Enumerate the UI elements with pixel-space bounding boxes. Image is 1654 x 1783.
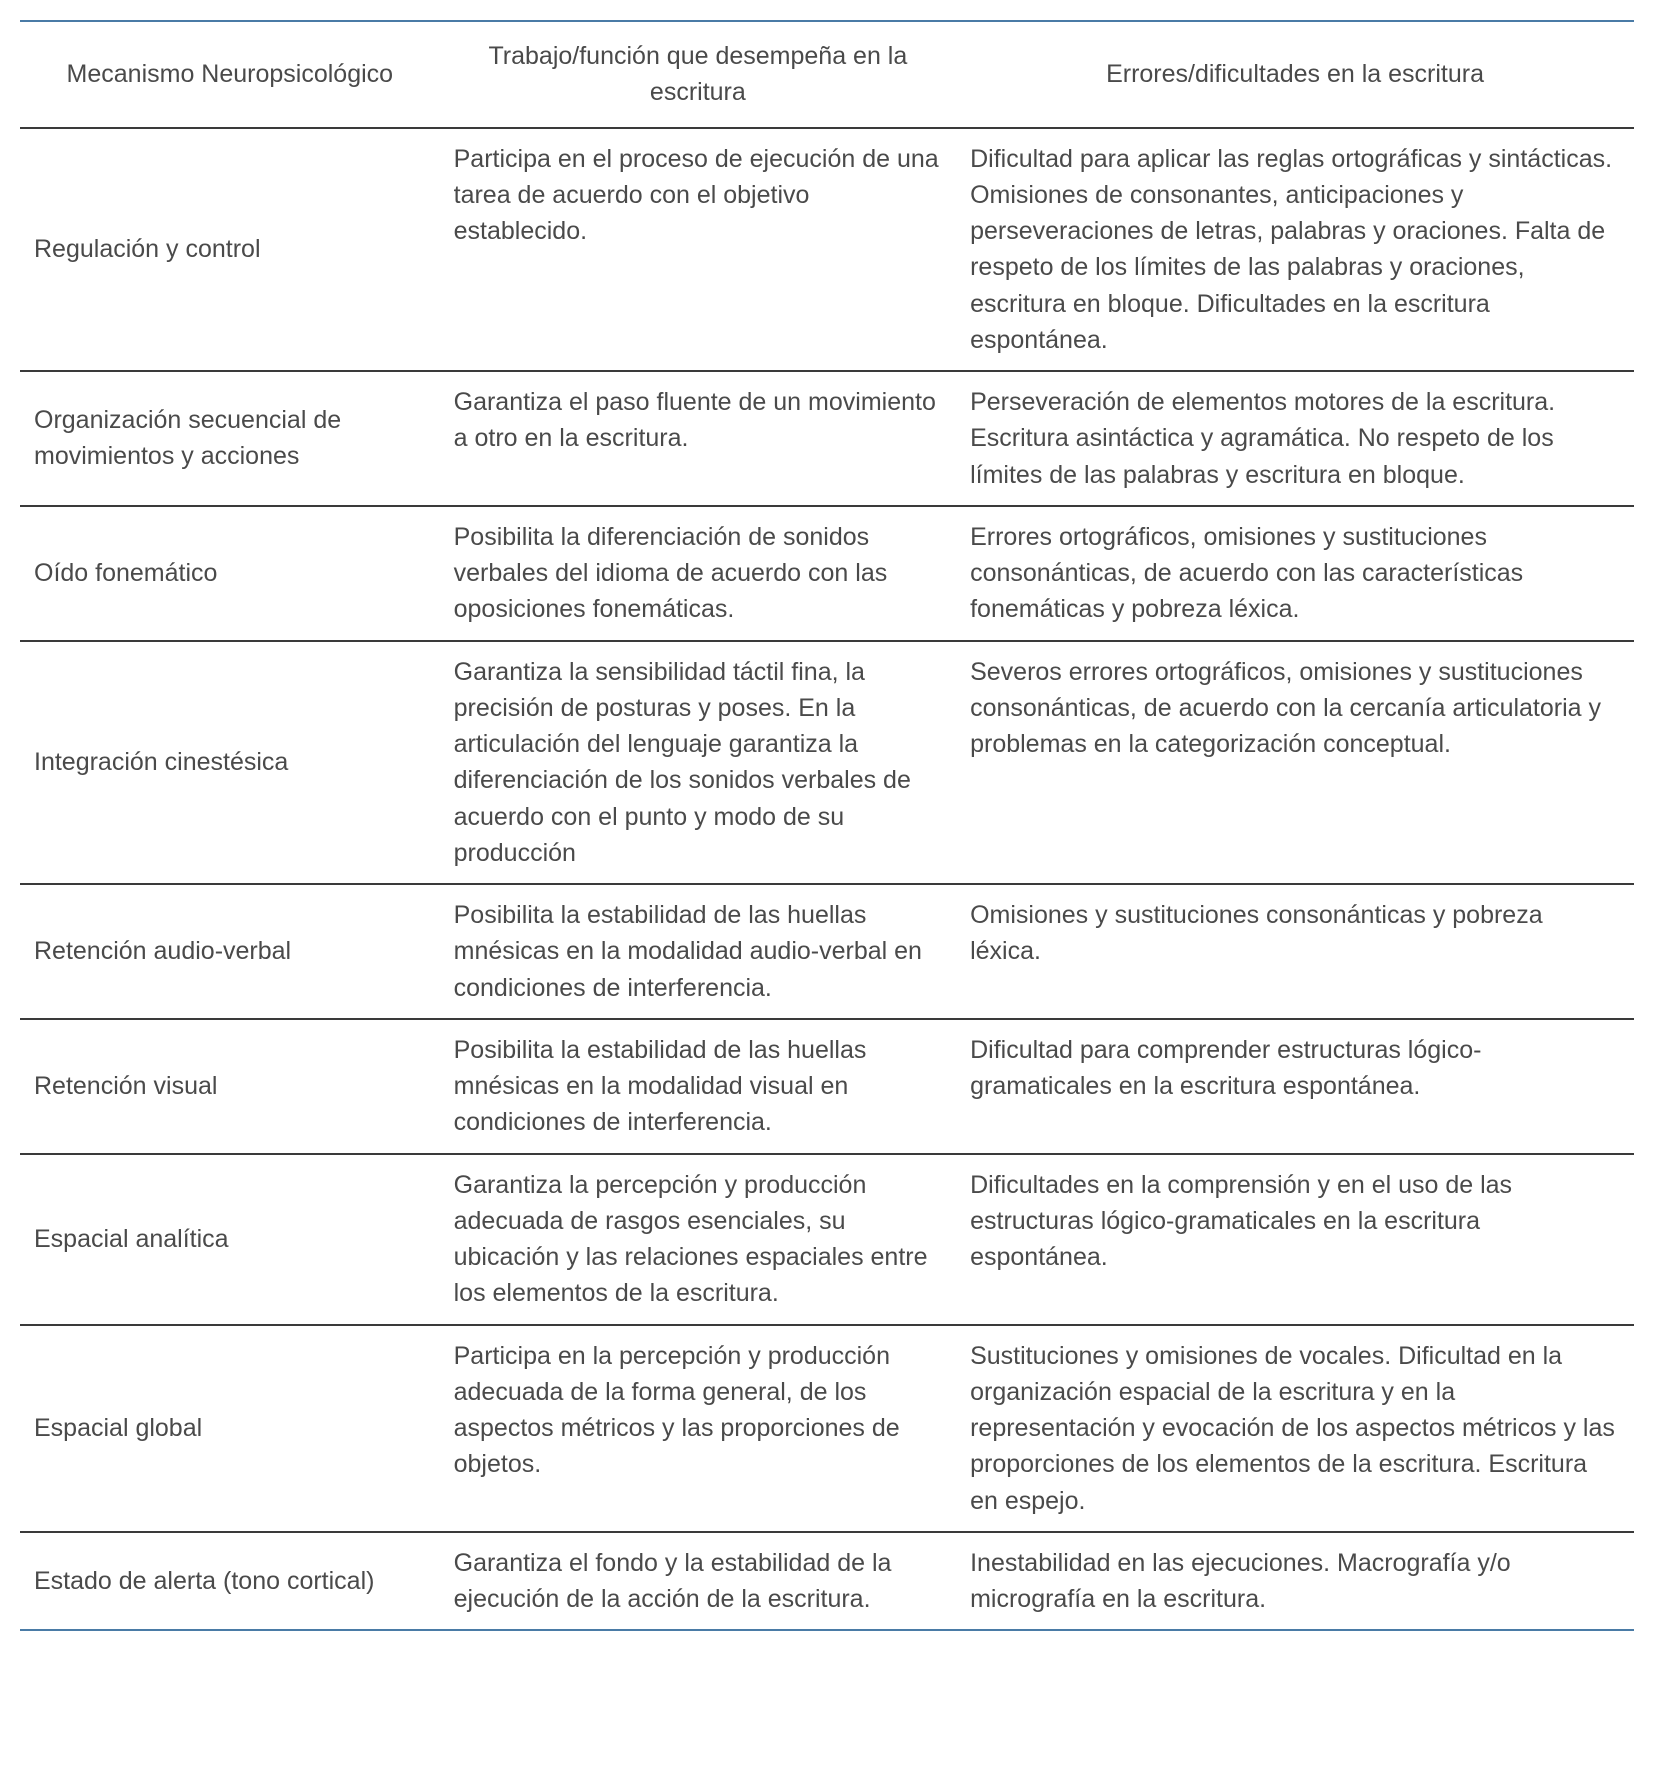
table-row: Regulación y control Participa en el pro… — [20, 128, 1634, 372]
cell-mechanism: Espacial global — [20, 1325, 440, 1532]
table-container: Mecanismo Neuropsicológico Trabajo/funci… — [20, 20, 1634, 1631]
cell-function: Garantiza el paso fluente de un movimien… — [440, 371, 956, 506]
cell-function: Participa en el proceso de ejecución de … — [440, 128, 956, 372]
cell-errors: Dificultad para aplicar las reglas ortog… — [956, 128, 1634, 372]
col-header-mechanism: Mecanismo Neuropsicológico — [20, 21, 440, 128]
col-header-function: Trabajo/función que desempeña en la escr… — [440, 21, 956, 128]
cell-mechanism: Oído fonemático — [20, 506, 440, 641]
cell-function: Garantiza la sensibilidad táctil fina, l… — [440, 641, 956, 885]
col-header-errors: Errores/dificultades en la escritura — [956, 21, 1634, 128]
table-header: Mecanismo Neuropsicológico Trabajo/funci… — [20, 21, 1634, 128]
cell-function: Posibilita la diferenciación de sonidos … — [440, 506, 956, 641]
cell-errors: Perseveración de elementos motores de la… — [956, 371, 1634, 506]
table-row: Estado de alerta (tono cortical) Garanti… — [20, 1532, 1634, 1631]
cell-errors: Sustituciones y omisiones de vocales. Di… — [956, 1325, 1634, 1532]
table-row: Oído fonemático Posibilita la diferencia… — [20, 506, 1634, 641]
cell-errors: Errores ortográficos, omisiones y sustit… — [956, 506, 1634, 641]
cell-mechanism: Integración cinestésica — [20, 641, 440, 885]
cell-errors: Inestabilidad en las ejecuciones. Macrog… — [956, 1532, 1634, 1631]
cell-errors: Severos errores ortográficos, omisiones … — [956, 641, 1634, 885]
cell-function: Posibilita la estabilidad de las huellas… — [440, 884, 956, 1019]
table-row: Retención visual Posibilita la estabilid… — [20, 1019, 1634, 1154]
cell-errors: Dificultad para comprender estructuras l… — [956, 1019, 1634, 1154]
table-row: Retención audio-verbal Posibilita la est… — [20, 884, 1634, 1019]
neuropsych-table: Mecanismo Neuropsicológico Trabajo/funci… — [20, 20, 1634, 1631]
cell-mechanism: Retención visual — [20, 1019, 440, 1154]
cell-mechanism: Espacial analítica — [20, 1154, 440, 1325]
cell-function: Garantiza el fondo y la estabilidad de l… — [440, 1532, 956, 1631]
table-row: Integración cinestésica Garantiza la sen… — [20, 641, 1634, 885]
header-row: Mecanismo Neuropsicológico Trabajo/funci… — [20, 21, 1634, 128]
cell-mechanism: Retención audio-verbal — [20, 884, 440, 1019]
cell-function: Posibilita la estabilidad de las huellas… — [440, 1019, 956, 1154]
table-row: Organización secuencial de movimientos y… — [20, 371, 1634, 506]
table-row: Espacial global Participa en la percepci… — [20, 1325, 1634, 1532]
cell-mechanism: Estado de alerta (tono cortical) — [20, 1532, 440, 1631]
cell-mechanism: Organización secuencial de movimientos y… — [20, 371, 440, 506]
table-row: Espacial analítica Garantiza la percepci… — [20, 1154, 1634, 1325]
cell-function: Garantiza la percepción y producción ade… — [440, 1154, 956, 1325]
cell-mechanism: Regulación y control — [20, 128, 440, 372]
cell-function: Participa en la percepción y producción … — [440, 1325, 956, 1532]
table-body: Regulación y control Participa en el pro… — [20, 128, 1634, 1631]
cell-errors: Dificultades en la comprensión y en el u… — [956, 1154, 1634, 1325]
cell-errors: Omisiones y sustituciones consonánticas … — [956, 884, 1634, 1019]
